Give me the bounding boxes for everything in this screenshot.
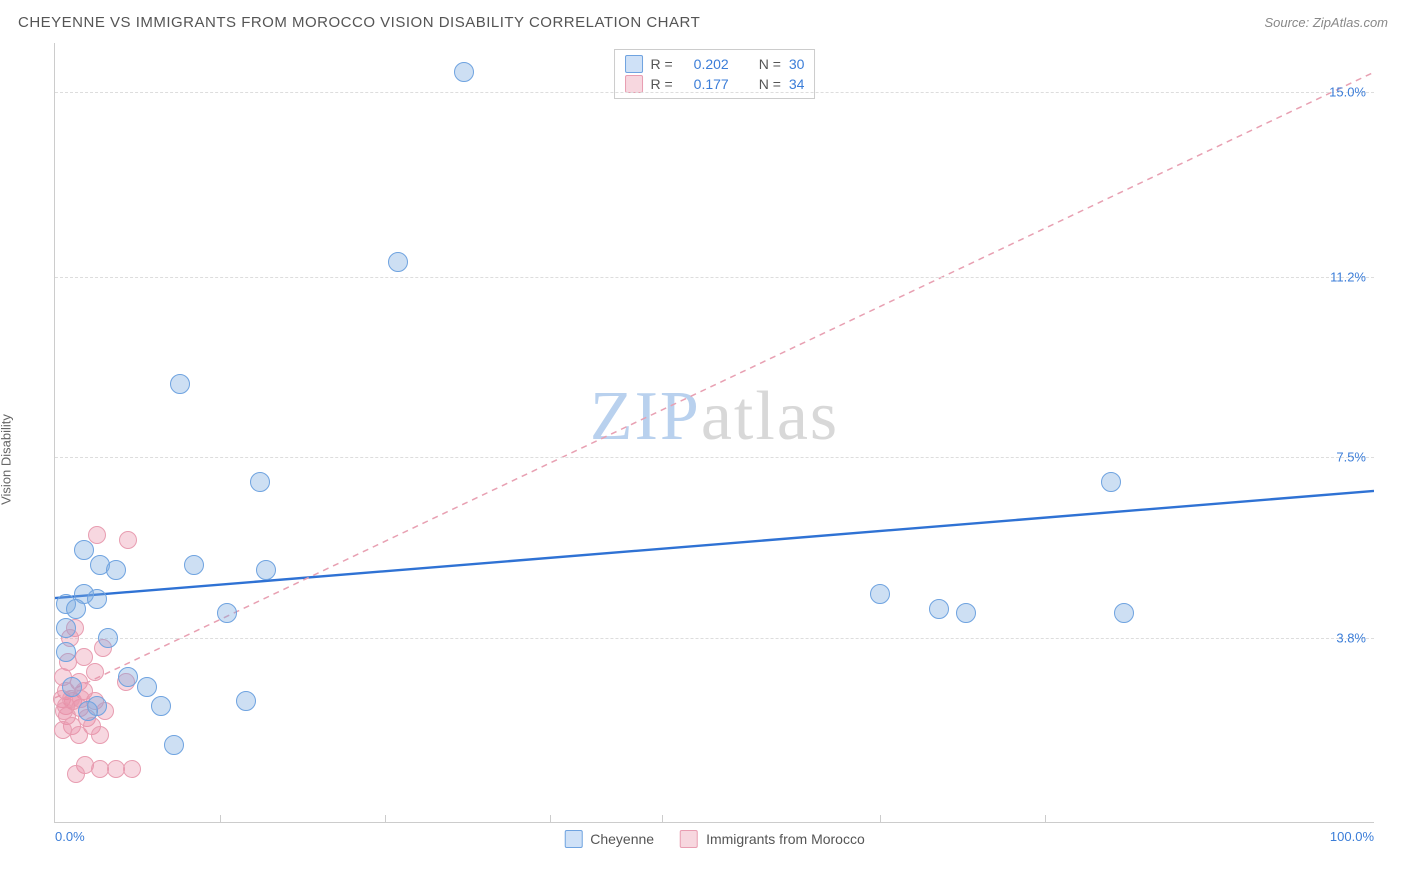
watermark-part1: ZIP <box>590 378 701 455</box>
gridline-h <box>55 638 1374 639</box>
data-point-cheyenne <box>87 589 107 609</box>
data-point-morocco <box>88 526 106 544</box>
legend-swatch <box>625 55 643 73</box>
data-point-cheyenne <box>256 560 276 580</box>
legend-series-label: Immigrants from Morocco <box>706 831 865 847</box>
trendline-cheyenne <box>55 491 1374 598</box>
data-point-cheyenne <box>929 599 949 619</box>
watermark: ZIPatlas <box>590 377 839 457</box>
x-minor-tick <box>220 815 221 823</box>
legend-r-label: R = <box>651 76 673 92</box>
data-point-cheyenne <box>870 584 890 604</box>
data-point-cheyenne <box>66 599 86 619</box>
legend-r-value: 0.177 <box>681 76 729 92</box>
legend-swatch <box>625 75 643 93</box>
data-point-cheyenne <box>74 540 94 560</box>
y-tick-label: 7.5% <box>1336 450 1366 465</box>
legend-series-label: Cheyenne <box>590 831 654 847</box>
legend-swatch <box>564 830 582 848</box>
x-minor-tick <box>662 815 663 823</box>
legend-r-value: 0.202 <box>681 56 729 72</box>
data-point-morocco <box>55 702 73 720</box>
y-axis-label: Vision Disability <box>0 414 14 505</box>
x-tick-label: 0.0% <box>55 829 85 844</box>
data-point-cheyenne <box>217 603 237 623</box>
gridline-h <box>55 277 1374 278</box>
data-point-cheyenne <box>98 628 118 648</box>
data-point-cheyenne <box>170 374 190 394</box>
data-point-morocco <box>86 663 104 681</box>
y-tick-label: 11.2% <box>1330 270 1366 285</box>
data-point-morocco <box>70 726 88 744</box>
plot-area: ZIPatlas R =0.202N =30R =0.177N =34 Chey… <box>54 43 1374 823</box>
x-tick-label: 100.0% <box>1330 829 1374 844</box>
data-point-cheyenne <box>118 667 138 687</box>
gridline-h <box>55 457 1374 458</box>
data-point-cheyenne <box>956 603 976 623</box>
data-point-morocco <box>67 765 85 783</box>
data-point-cheyenne <box>78 701 98 721</box>
data-point-cheyenne <box>164 735 184 755</box>
data-point-morocco <box>91 726 109 744</box>
data-point-cheyenne <box>137 677 157 697</box>
data-point-cheyenne <box>56 642 76 662</box>
source-attribution: Source: ZipAtlas.com <box>1264 15 1388 30</box>
legend-item-morocco: Immigrants from Morocco <box>680 830 865 848</box>
data-point-morocco <box>119 531 137 549</box>
legend-swatch <box>680 830 698 848</box>
x-minor-tick <box>1045 815 1046 823</box>
x-minor-tick <box>880 815 881 823</box>
data-point-cheyenne <box>56 618 76 638</box>
legend-r-label: R = <box>651 56 673 72</box>
y-tick-label: 15.0% <box>1329 84 1366 99</box>
data-point-cheyenne <box>62 677 82 697</box>
data-point-cheyenne <box>184 555 204 575</box>
data-point-cheyenne <box>236 691 256 711</box>
legend-item-cheyenne: Cheyenne <box>564 830 654 848</box>
data-point-cheyenne <box>1114 603 1134 623</box>
watermark-part2: atlas <box>701 378 839 455</box>
legend-series: Cheyenne Immigrants from Morocco <box>564 830 865 848</box>
data-point-cheyenne <box>151 696 171 716</box>
data-point-morocco <box>123 760 141 778</box>
legend-n-label: N = <box>759 76 781 92</box>
data-point-cheyenne <box>1101 472 1121 492</box>
x-minor-tick <box>550 815 551 823</box>
legend-n-label: N = <box>759 56 781 72</box>
data-point-cheyenne <box>454 62 474 82</box>
plot-wrap: Vision Disability ZIPatlas R =0.202N =30… <box>18 37 1388 867</box>
trendline-morocco <box>55 72 1374 698</box>
data-point-cheyenne <box>106 560 126 580</box>
title-row: CHEYENNE VS IMMIGRANTS FROM MOROCCO VISI… <box>18 14 1388 31</box>
legend-stat-row-cheyenne: R = 0.202 N = 30 <box>625 54 805 74</box>
legend-n-value: 34 <box>789 76 805 92</box>
data-point-cheyenne <box>388 252 408 272</box>
gridline-h <box>55 92 1374 93</box>
chart-container: CHEYENNE VS IMMIGRANTS FROM MOROCCO VISI… <box>0 0 1406 892</box>
data-point-cheyenne <box>250 472 270 492</box>
y-tick-label: 3.8% <box>1336 630 1366 645</box>
legend-n-value: 30 <box>789 56 805 72</box>
chart-title: CHEYENNE VS IMMIGRANTS FROM MOROCCO VISI… <box>18 14 700 31</box>
x-minor-tick <box>385 815 386 823</box>
